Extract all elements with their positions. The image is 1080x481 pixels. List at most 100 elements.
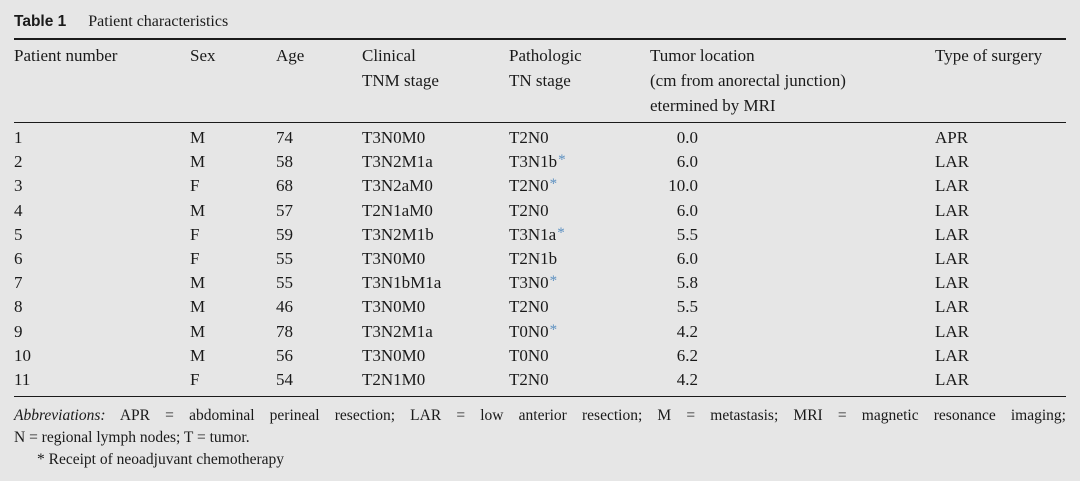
clinical-stage-cell-text: T2N1aM0 bbox=[362, 200, 433, 220]
tumor-location-cell: 6.0 bbox=[638, 151, 698, 173]
header-tumor-location: Tumor location (cm from anorectal juncti… bbox=[650, 46, 846, 115]
header-rule bbox=[14, 122, 1066, 123]
surgery-type-cell-text: LAR bbox=[935, 370, 969, 389]
patient-number-cell: 11 bbox=[14, 369, 30, 391]
pathologic-stage-cell-text: T2N0 bbox=[509, 370, 549, 389]
sex-cell: M bbox=[190, 272, 205, 294]
pathologic-stage-cell: T2N0 bbox=[509, 296, 549, 318]
clinical-stage-cell: T3N0M0 bbox=[362, 345, 425, 367]
tumor-location-cell-text: 0.0 bbox=[676, 128, 698, 147]
abbreviations-text-1: APR = abdominal perineal resection; LAR … bbox=[119, 407, 1066, 424]
clinical-stage-cell: T3N2M1a bbox=[362, 321, 433, 343]
surgery-type-cell-text: LAR bbox=[935, 297, 969, 317]
abbreviations-footnote-line2: N = regional lymph nodes; T = tumor. bbox=[14, 429, 250, 446]
patient-number-cell-text: 6 bbox=[14, 249, 23, 268]
patient-number-cell-text: 9 bbox=[14, 321, 23, 341]
clinical-stage-cell: T3N1bM1a bbox=[362, 272, 441, 294]
patient-number-cell-text: 10 bbox=[14, 345, 31, 365]
age-cell: 74 bbox=[276, 127, 293, 149]
sex-cell: M bbox=[190, 321, 205, 343]
age-cell: 57 bbox=[276, 200, 293, 222]
patient-number-cell-text: 1 bbox=[14, 128, 23, 147]
clinical-stage-cell-text: T3N0M0 bbox=[362, 297, 426, 317]
age-cell: 59 bbox=[276, 224, 293, 246]
pathologic-stage-cell: T2N0 bbox=[509, 127, 549, 149]
sex-cell-text: M bbox=[190, 345, 206, 365]
clinical-stage-cell: T2N1aM0 bbox=[362, 200, 433, 222]
sex-cell: M bbox=[190, 345, 205, 367]
pathologic-stage-cell-text: T2N0 bbox=[509, 176, 549, 196]
surgery-type-cell: LAR bbox=[935, 321, 969, 343]
pathologic-stage-cell: T3N1b* bbox=[509, 151, 566, 174]
clinical-stage-cell: T3N2aM0 bbox=[362, 175, 433, 197]
abbreviations-footnote-line1: Abbreviations: APR = abdominal perineal … bbox=[14, 406, 1066, 426]
clinical-stage-cell: T3N2M1a bbox=[362, 151, 433, 173]
table-row: 6 F 55 T3N0M0 T2N1b 6.0 LAR bbox=[0, 248, 1080, 270]
surgery-type-cell-text: LAR bbox=[935, 249, 969, 268]
neoadjuvant-star-marker: * bbox=[549, 176, 558, 193]
table-row: 7 M 55 T3N1bM1a T3N0* 5.8 LAR bbox=[0, 272, 1080, 294]
table-row: 3 F 68 T3N2aM0 T2N0* 10.0 LAR bbox=[0, 175, 1080, 197]
tumor-location-cell: 6.2 bbox=[638, 345, 698, 367]
surgery-type-cell-text: LAR bbox=[935, 321, 969, 341]
surgery-type-cell-text: LAR bbox=[935, 273, 969, 293]
neoadjuvant-star-marker: * bbox=[558, 152, 566, 169]
age-cell-text: 59 bbox=[276, 224, 293, 244]
age-cell: 68 bbox=[276, 175, 293, 197]
clinical-stage-cell: T2N1M0 bbox=[362, 369, 425, 391]
sex-cell-text: M bbox=[190, 273, 206, 293]
neoadjuvant-star-marker: * bbox=[557, 224, 565, 241]
tumor-location-cell-text: 6.0 bbox=[676, 152, 698, 172]
age-cell: 54 bbox=[276, 369, 293, 391]
table-row: 2 M 58 T3N2M1a T3N1b* 6.0 LAR bbox=[0, 151, 1080, 173]
patient-number-cell-text: 7 bbox=[14, 273, 23, 293]
sex-cell-text: F bbox=[190, 370, 200, 389]
clinical-stage-cell-text: T3N0M0 bbox=[362, 128, 426, 147]
clinical-stage-cell: T3N0M0 bbox=[362, 248, 425, 270]
sex-cell-text: M bbox=[190, 297, 206, 317]
surgery-type-cell: LAR bbox=[935, 151, 969, 173]
surgery-type-cell: LAR bbox=[935, 248, 969, 270]
patient-number-cell: 6 bbox=[14, 248, 23, 270]
clinical-stage-cell: T3N0M0 bbox=[362, 127, 425, 149]
age-cell: 55 bbox=[276, 248, 293, 270]
header-pathologic-tn-stage: Pathologic TN stage bbox=[509, 46, 582, 90]
sex-cell-text: M bbox=[190, 152, 206, 172]
pathologic-stage-cell: T0N0 bbox=[509, 345, 549, 367]
tumor-location-cell-text: 5.5 bbox=[676, 224, 698, 244]
surgery-type-cell-text: LAR bbox=[935, 176, 969, 196]
bottom-rule bbox=[14, 396, 1066, 397]
sex-cell: F bbox=[190, 175, 199, 197]
patient-number-cell: 10 bbox=[14, 345, 31, 367]
patient-number-cell: 9 bbox=[14, 321, 23, 343]
top-rule bbox=[14, 38, 1066, 40]
age-cell: 56 bbox=[276, 345, 293, 367]
header-age: Age bbox=[276, 46, 305, 65]
tumor-location-cell: 5.8 bbox=[638, 272, 698, 294]
age-cell: 55 bbox=[276, 272, 293, 294]
tumor-location-cell-text: 4.2 bbox=[676, 321, 698, 341]
age-cell-text: 56 bbox=[276, 345, 293, 365]
patient-number-cell-text: 3 bbox=[14, 176, 23, 196]
neoadjuvant-footnote: * Receipt of neoadjuvant chemotherapy bbox=[37, 451, 285, 468]
tumor-location-cell-text: 6.0 bbox=[676, 200, 698, 220]
surgery-type-cell: LAR bbox=[935, 175, 969, 197]
tumor-location-cell-text: 5.8 bbox=[676, 273, 698, 293]
clinical-stage-cell-text: T3N2M1a bbox=[362, 152, 433, 172]
tumor-location-cell: 6.0 bbox=[638, 248, 698, 270]
age-cell-text: 68 bbox=[276, 176, 293, 196]
clinical-stage-cell-text: T3N0M0 bbox=[362, 249, 426, 268]
tumor-location-cell-text: 5.5 bbox=[676, 297, 698, 317]
tumor-location-cell: 4.2 bbox=[638, 321, 698, 343]
pathologic-stage-cell: T2N0 bbox=[509, 200, 549, 222]
sex-cell: F bbox=[190, 224, 199, 246]
tumor-location-cell-text: 6.0 bbox=[676, 249, 698, 268]
patient-number-cell: 2 bbox=[14, 151, 23, 173]
patient-number-cell-text: 11 bbox=[14, 370, 31, 389]
pathologic-stage-cell-text: T2N0 bbox=[509, 128, 549, 147]
header-clinical-tnm-stage: Clinical TNM stage bbox=[362, 46, 439, 90]
table-label: Table 1 bbox=[14, 13, 67, 30]
clinical-stage-cell-text: T3N1bM1a bbox=[362, 273, 442, 293]
surgery-type-cell-text: LAR bbox=[935, 345, 969, 365]
clinical-stage-cell-text: T2N1M0 bbox=[362, 370, 426, 389]
